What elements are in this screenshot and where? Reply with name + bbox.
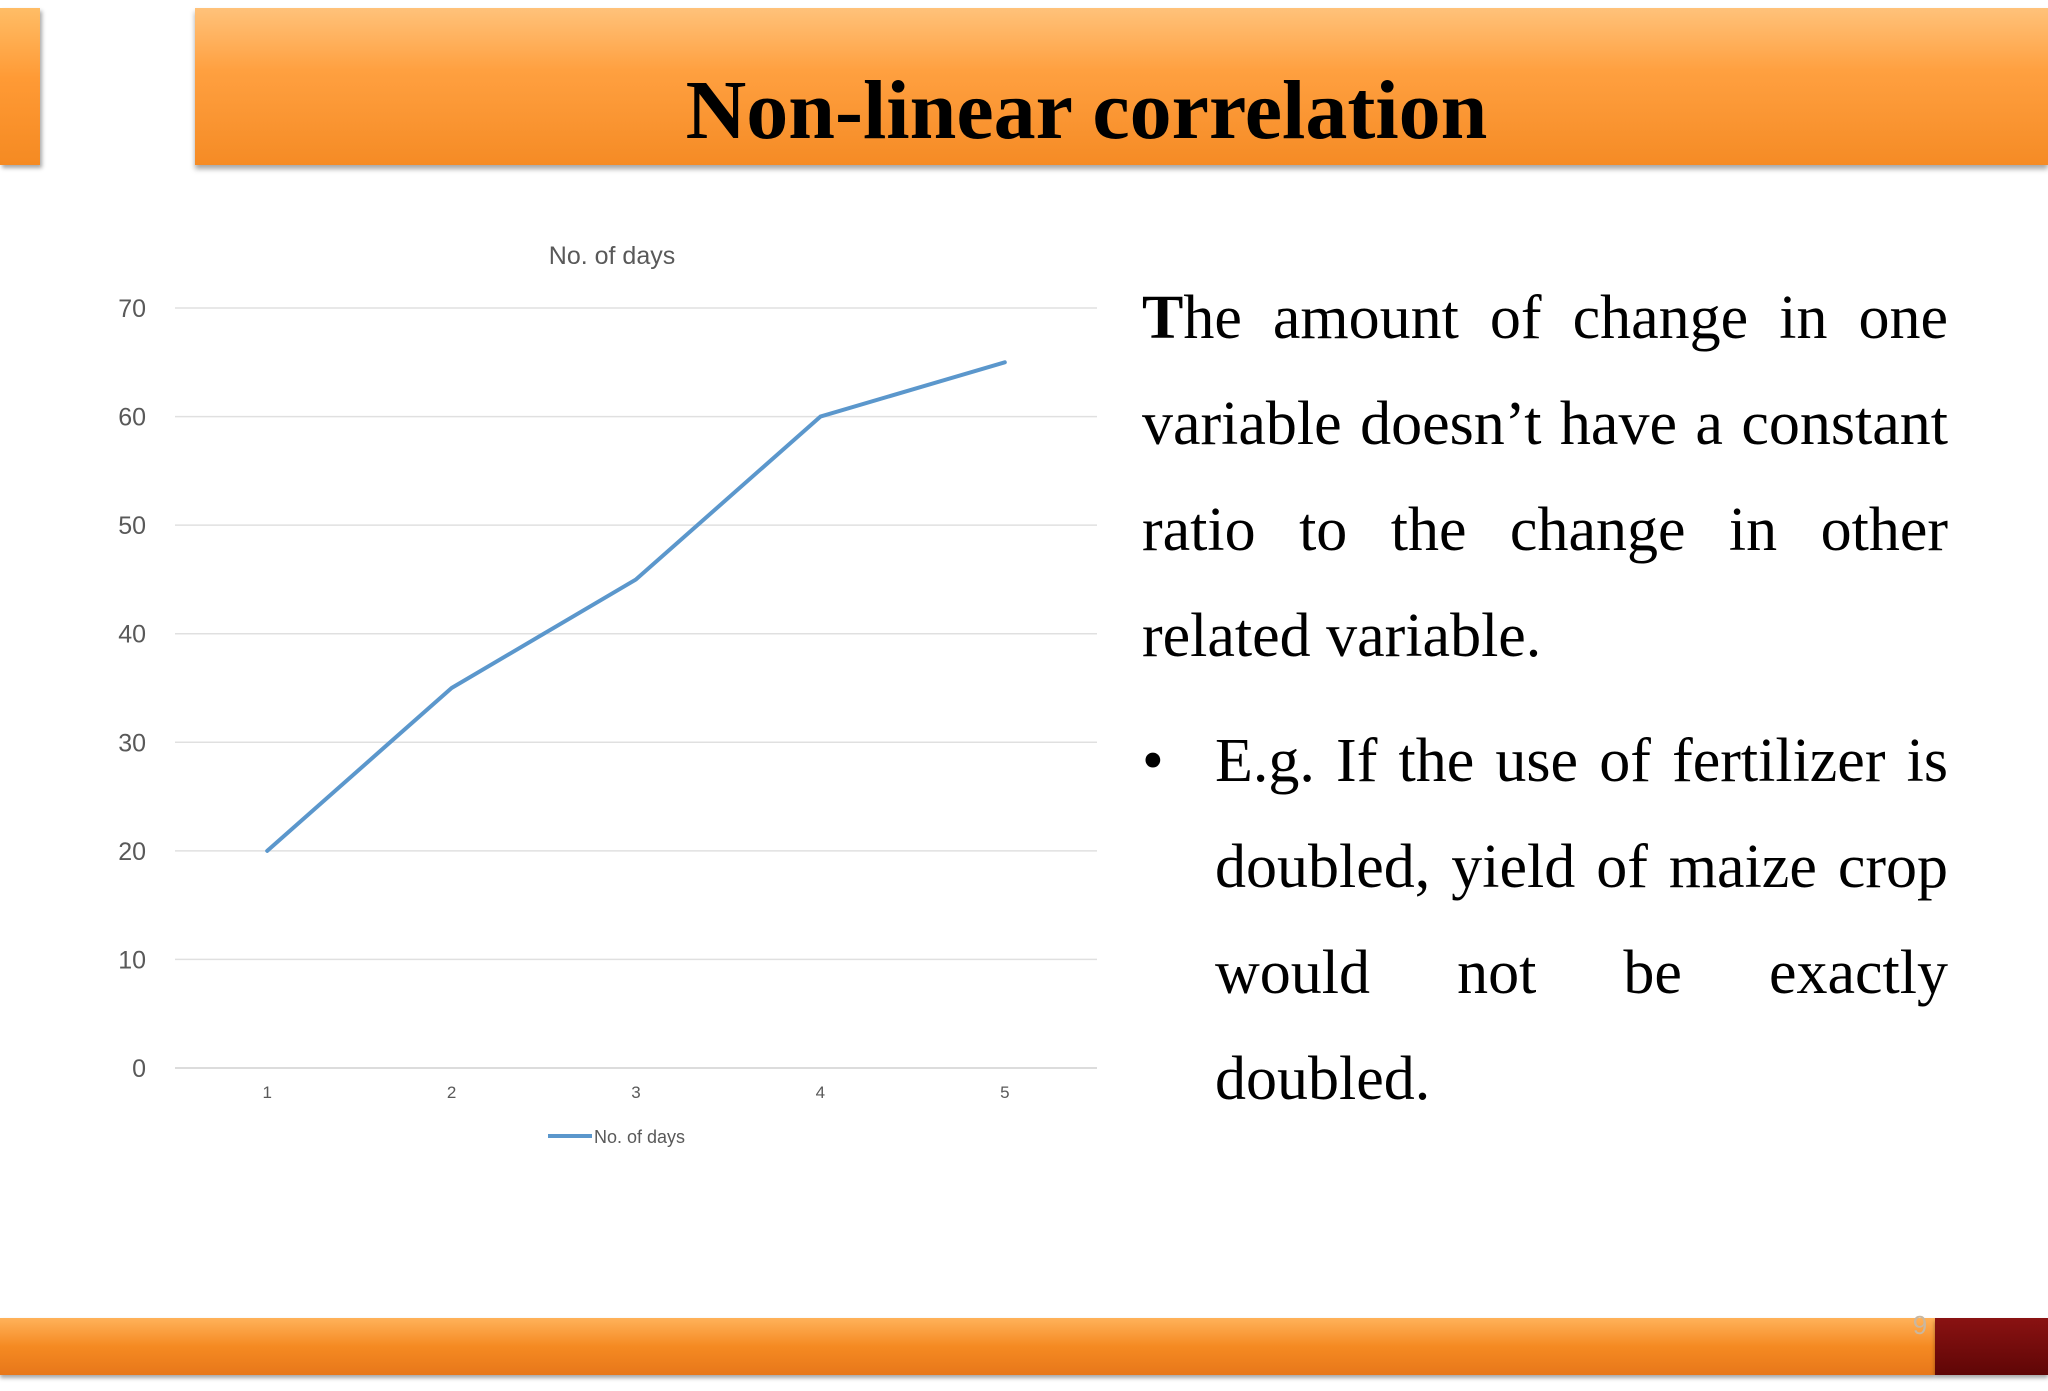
y-tick-label: 10 (118, 946, 146, 974)
paragraph-text: he amount of change in one variable does… (1142, 284, 1948, 670)
chart-container: No. of days 0 10 20 30 40 50 60 70 1 2 3 4 5 No. of… (90, 230, 1110, 1160)
chart-title: No. of days (549, 242, 675, 270)
bullet-icon: • (1142, 727, 1164, 795)
x-tick-label: 4 (816, 1083, 825, 1102)
y-tick-label: 40 (118, 621, 146, 649)
body-paragraph: The amount of change in one variable doe… (1142, 265, 1948, 689)
line-chart: No. of days 0 10 20 30 40 50 60 70 1 2 3 4 5 No. of… (118, 242, 1097, 1147)
bullet-list: • E.g. If the use of fertilizer is doubl… (1142, 708, 1948, 1132)
y-tick-label: 20 (118, 838, 146, 866)
x-tick-label: 3 (631, 1083, 640, 1102)
y-tick-labels: 0 10 20 30 40 50 60 70 (118, 295, 146, 1083)
y-tick-label: 30 (118, 729, 146, 757)
gridlines (175, 307, 1097, 1069)
list-item: • E.g. If the use of fertilizer is doubl… (1142, 708, 1948, 1132)
x-tick-label: 5 (1000, 1083, 1009, 1102)
page-number: 9 (1912, 1310, 1928, 1340)
x-tick-label: 2 (447, 1083, 456, 1102)
x-tick-labels: 1 2 3 4 5 (262, 1083, 1009, 1102)
y-tick-label: 60 (118, 404, 146, 432)
slide-title: Non-linear correlation (685, 64, 1488, 157)
paragraph-dropcap: T (1142, 284, 1184, 352)
x-tick-label: 1 (262, 1083, 271, 1102)
y-tick-label: 0 (132, 1055, 146, 1083)
legend-label: No. of days (594, 1127, 685, 1147)
footer-bar (0, 1318, 1935, 1375)
chart-legend: No. of days (548, 1127, 685, 1147)
title-bar: Non-linear correlation (195, 8, 2048, 165)
left-accent-tab (0, 8, 40, 165)
y-tick-label: 50 (118, 512, 146, 540)
bullet-text: E.g. If the use of fertilizer is doubled… (1215, 727, 1948, 1113)
series-lines (265, 360, 1007, 853)
series-line (265, 360, 1007, 853)
footer-accent-block (1935, 1318, 2048, 1375)
y-tick-label: 70 (118, 295, 146, 323)
